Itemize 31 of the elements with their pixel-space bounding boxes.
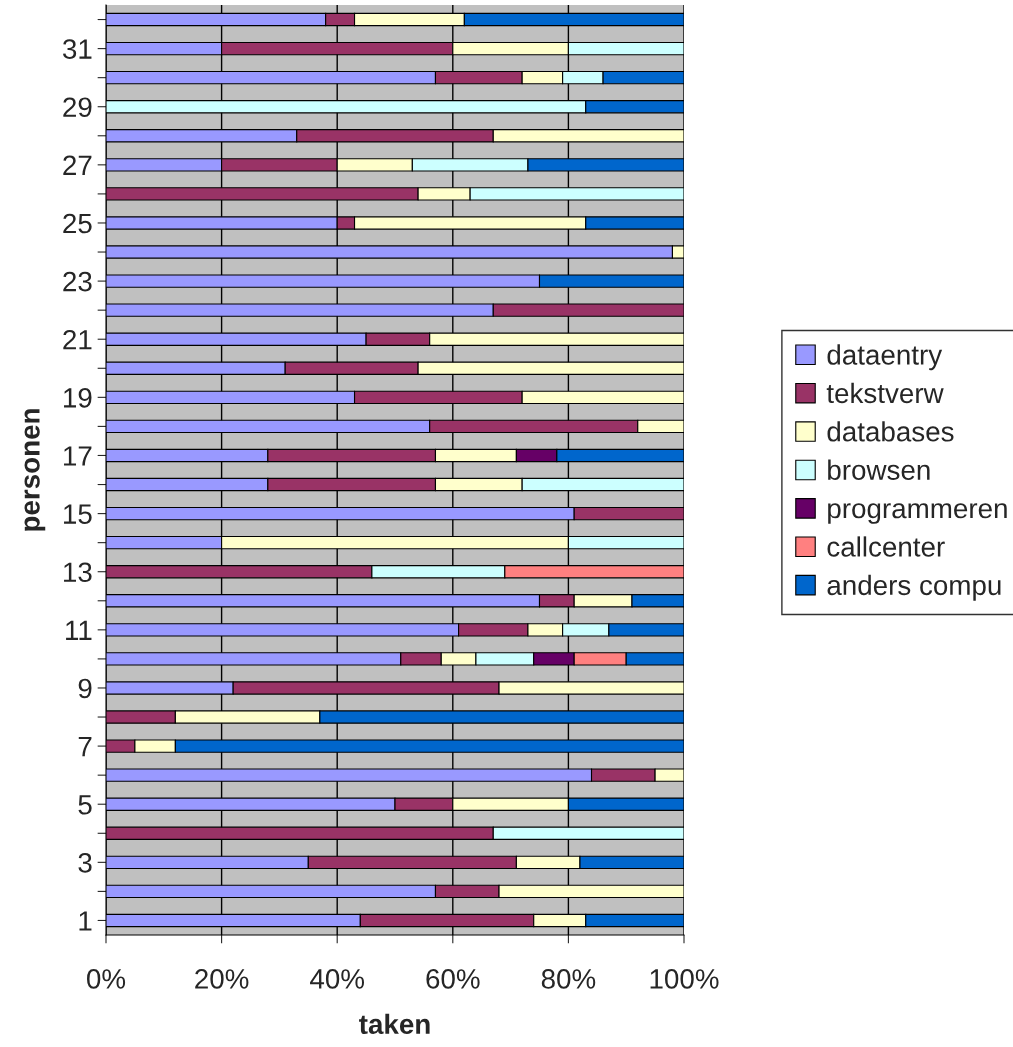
y-axis-title: personen [24,409,46,531]
x-tick-label: 20% [195,969,249,989]
legend-label: databases [827,421,954,442]
x-tick-label: 0% [87,969,126,989]
y-tick-label: 29 [63,97,92,118]
y-tick-label: 19 [64,388,92,408]
y-tick-label: 27 [63,155,92,175]
x-tick-label: 60% [426,969,480,989]
y-tick-label: 25 [63,213,92,234]
x-tick-label: 40% [310,969,365,989]
y-tick-label: 1 [79,911,92,931]
x-tick-label: 80% [541,969,596,989]
x-tick-label: 100% [650,969,719,989]
y-tick-label: 11 [66,620,92,640]
legend-label: browsen [828,459,930,480]
y-tick-label: 21 [63,329,92,350]
legend-label: callcenter [827,536,945,557]
legend-label: programmeren [828,503,1007,524]
legend-label: dataentry [827,344,943,371]
y-tick-label: 23 [63,271,92,292]
y-tick-label: 7 [78,737,92,757]
y-tick-label: 13 [64,562,92,583]
y-tick-label: 5 [78,795,92,815]
legend-label: tekstverw [826,382,944,404]
x-axis-title: taken [359,1013,430,1035]
y-tick-label: 15 [64,504,92,524]
y-tick-label: 31 [62,39,92,59]
legend-label: anders compu [827,574,1001,601]
y-tick-label: 17 [64,446,92,466]
y-tick-label: 3 [78,853,92,873]
y-tick-label: 9 [78,678,92,699]
